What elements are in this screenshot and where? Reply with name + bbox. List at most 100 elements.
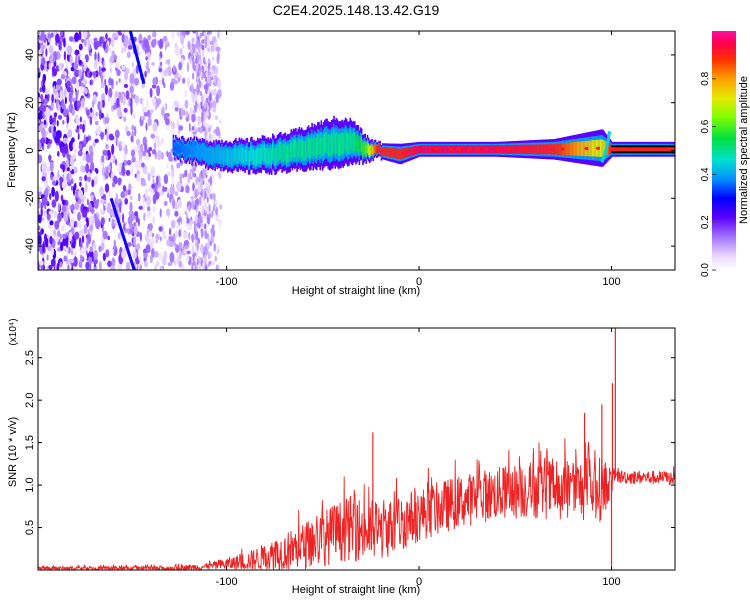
trace-cell bbox=[426, 145, 429, 154]
trace-cell bbox=[297, 139, 299, 159]
trace-cell bbox=[240, 146, 243, 162]
noise-cell bbox=[86, 239, 89, 248]
trace-cell bbox=[564, 143, 566, 156]
y-tick-label: 0 bbox=[24, 147, 36, 153]
trace-cell bbox=[299, 140, 302, 160]
noise-cell bbox=[205, 169, 209, 176]
noise-cell bbox=[191, 126, 195, 131]
noise-cell bbox=[78, 31, 82, 41]
noise-cell bbox=[179, 222, 182, 231]
noise-cell bbox=[167, 58, 171, 66]
noise-cell bbox=[148, 147, 153, 152]
noise-cell bbox=[169, 185, 175, 195]
noise-cell bbox=[105, 167, 109, 177]
trace-cell bbox=[333, 129, 335, 152]
noise-cell bbox=[199, 57, 203, 68]
trace-cell bbox=[318, 134, 320, 155]
noise-cell bbox=[201, 44, 205, 51]
trace-cell bbox=[328, 134, 331, 157]
noise-cell bbox=[171, 178, 174, 187]
noise-cell bbox=[204, 229, 207, 239]
noise-cell bbox=[125, 125, 129, 131]
noise-cell bbox=[204, 39, 208, 49]
noise-cell bbox=[125, 261, 131, 270]
noise-cell bbox=[81, 165, 86, 173]
trace-cell bbox=[227, 150, 229, 165]
noise-cell bbox=[182, 77, 186, 84]
noise-cell bbox=[215, 126, 220, 137]
noise-cell bbox=[129, 195, 133, 200]
noise-cell bbox=[215, 206, 219, 216]
trace-cell bbox=[400, 148, 402, 160]
trace-cell bbox=[386, 147, 388, 157]
trace-cell bbox=[515, 144, 518, 154]
noise-cell bbox=[142, 106, 147, 114]
noise-cell bbox=[100, 73, 104, 84]
noise-cell bbox=[213, 242, 216, 252]
noise-cell bbox=[152, 31, 157, 38]
noise-cell bbox=[178, 250, 182, 260]
noise-cell bbox=[43, 210, 46, 217]
noise-cell bbox=[125, 90, 130, 100]
noise-cell bbox=[181, 186, 184, 193]
noise-cell bbox=[59, 90, 65, 99]
noise-cell bbox=[74, 32, 80, 42]
noise-cell bbox=[48, 210, 53, 215]
trace-cell bbox=[259, 147, 261, 164]
trace-cell bbox=[213, 147, 215, 161]
noise-cell bbox=[144, 187, 149, 199]
trace-cell bbox=[461, 145, 463, 154]
trace-cell bbox=[394, 148, 396, 159]
noise-cell bbox=[176, 199, 182, 209]
noise-cell bbox=[141, 97, 144, 107]
noise-cell bbox=[63, 50, 66, 61]
noise-cell bbox=[211, 56, 215, 61]
noise-cell bbox=[85, 153, 91, 164]
noise-cell bbox=[125, 169, 131, 176]
noise-cell bbox=[112, 105, 118, 110]
noise-cell bbox=[149, 254, 153, 264]
noise-cell bbox=[92, 71, 97, 76]
noise-cell bbox=[121, 166, 124, 174]
noise-cell bbox=[197, 54, 200, 64]
colorbar-tick-label: 0.6 bbox=[700, 119, 711, 133]
noise-cell bbox=[203, 31, 206, 40]
noise-cell bbox=[71, 178, 74, 185]
colorbar: 0.0 0.2 0.4 0.6 0.8 Normalized spectral ampl… bbox=[700, 31, 750, 277]
noise-cell bbox=[43, 104, 46, 112]
trace-cell bbox=[462, 145, 465, 154]
trace-cell bbox=[344, 129, 347, 151]
trace-cell bbox=[243, 147, 245, 163]
trace-cell bbox=[489, 145, 491, 154]
trace-core bbox=[611, 147, 675, 152]
noise-cell bbox=[210, 45, 215, 53]
trace-cell bbox=[324, 132, 326, 155]
trace-cell bbox=[260, 148, 263, 165]
colorbar-tick-label: 0.8 bbox=[700, 71, 711, 85]
trace-cell bbox=[387, 147, 390, 157]
noise-cell bbox=[185, 255, 190, 263]
noise-cell bbox=[197, 127, 201, 133]
trace-cell bbox=[173, 144, 176, 156]
noise-cell bbox=[193, 173, 197, 178]
trace-cell bbox=[261, 144, 264, 161]
noise-cell bbox=[180, 34, 185, 45]
noise-cell bbox=[128, 97, 131, 107]
trace-cell bbox=[230, 150, 232, 165]
noise-cell bbox=[93, 266, 97, 270]
noise-cell bbox=[47, 108, 51, 119]
noise-cell bbox=[208, 213, 212, 219]
noise-cell bbox=[134, 145, 139, 152]
noise-cell bbox=[66, 114, 70, 124]
trace-cell bbox=[573, 142, 575, 156]
noise-cell bbox=[102, 252, 107, 262]
noise-cell bbox=[61, 203, 67, 214]
x-tick-label: 0 bbox=[416, 576, 422, 588]
trace-cell bbox=[296, 142, 298, 162]
noise-cell bbox=[204, 253, 207, 264]
trace-cell bbox=[280, 141, 282, 160]
noise-cell bbox=[48, 45, 54, 54]
trace-cell bbox=[277, 143, 280, 161]
noise-cell bbox=[146, 210, 152, 219]
noise-cell bbox=[43, 119, 47, 126]
